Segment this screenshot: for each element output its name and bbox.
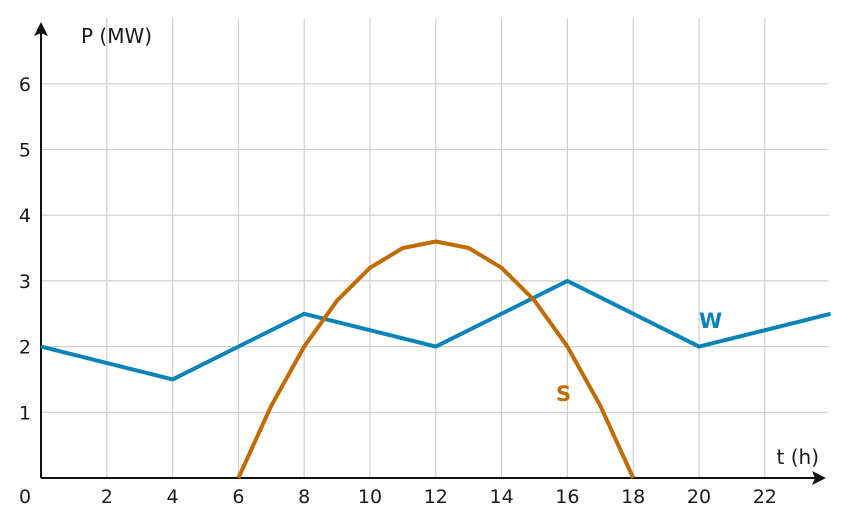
y-tick-labels: 1 2 3 4 5 6 bbox=[19, 74, 31, 424]
y-tick-label-2: 2 bbox=[19, 337, 31, 359]
x-tick-label-16: 16 bbox=[555, 486, 579, 508]
series-line-s bbox=[236, 239, 636, 479]
x-tick-label-2: 2 bbox=[101, 486, 113, 508]
series-label-w: W bbox=[699, 309, 722, 333]
y-tick-label-3: 3 bbox=[19, 271, 31, 293]
x-tick-label-22: 22 bbox=[753, 486, 777, 508]
y-tick-label-4: 4 bbox=[19, 205, 31, 227]
x-tick-label-12: 12 bbox=[424, 486, 448, 508]
x-tick-label-4: 4 bbox=[167, 486, 179, 508]
x-tick-label-8: 8 bbox=[298, 486, 310, 508]
x-tick-label-6: 6 bbox=[232, 486, 244, 508]
series-label-s: S bbox=[556, 382, 571, 406]
x-axis-arrow bbox=[812, 471, 826, 485]
series-line-w bbox=[40, 278, 832, 382]
series-layer bbox=[40, 239, 832, 479]
x-tick-labels: 0 2 4 6 8 10 12 14 16 18 20 22 bbox=[19, 486, 777, 508]
y-axis-arrow bbox=[34, 22, 48, 36]
x-tick-label-18: 18 bbox=[621, 486, 645, 508]
y-axis-title: P (MW) bbox=[81, 24, 152, 48]
x-tick-label-20: 20 bbox=[687, 486, 711, 508]
x-axis-title: t (h) bbox=[777, 445, 819, 469]
vertical-grid-lines bbox=[106, 18, 766, 478]
x-tick-label-0: 0 bbox=[19, 486, 31, 508]
y-tick-label-6: 6 bbox=[19, 74, 31, 96]
y-tick-label-5: 5 bbox=[19, 140, 31, 162]
x-tick-label-10: 10 bbox=[358, 486, 382, 508]
horizontal-grid-lines bbox=[41, 83, 829, 413]
x-tick-label-14: 14 bbox=[490, 486, 514, 508]
y-tick-label-1: 1 bbox=[19, 402, 31, 424]
